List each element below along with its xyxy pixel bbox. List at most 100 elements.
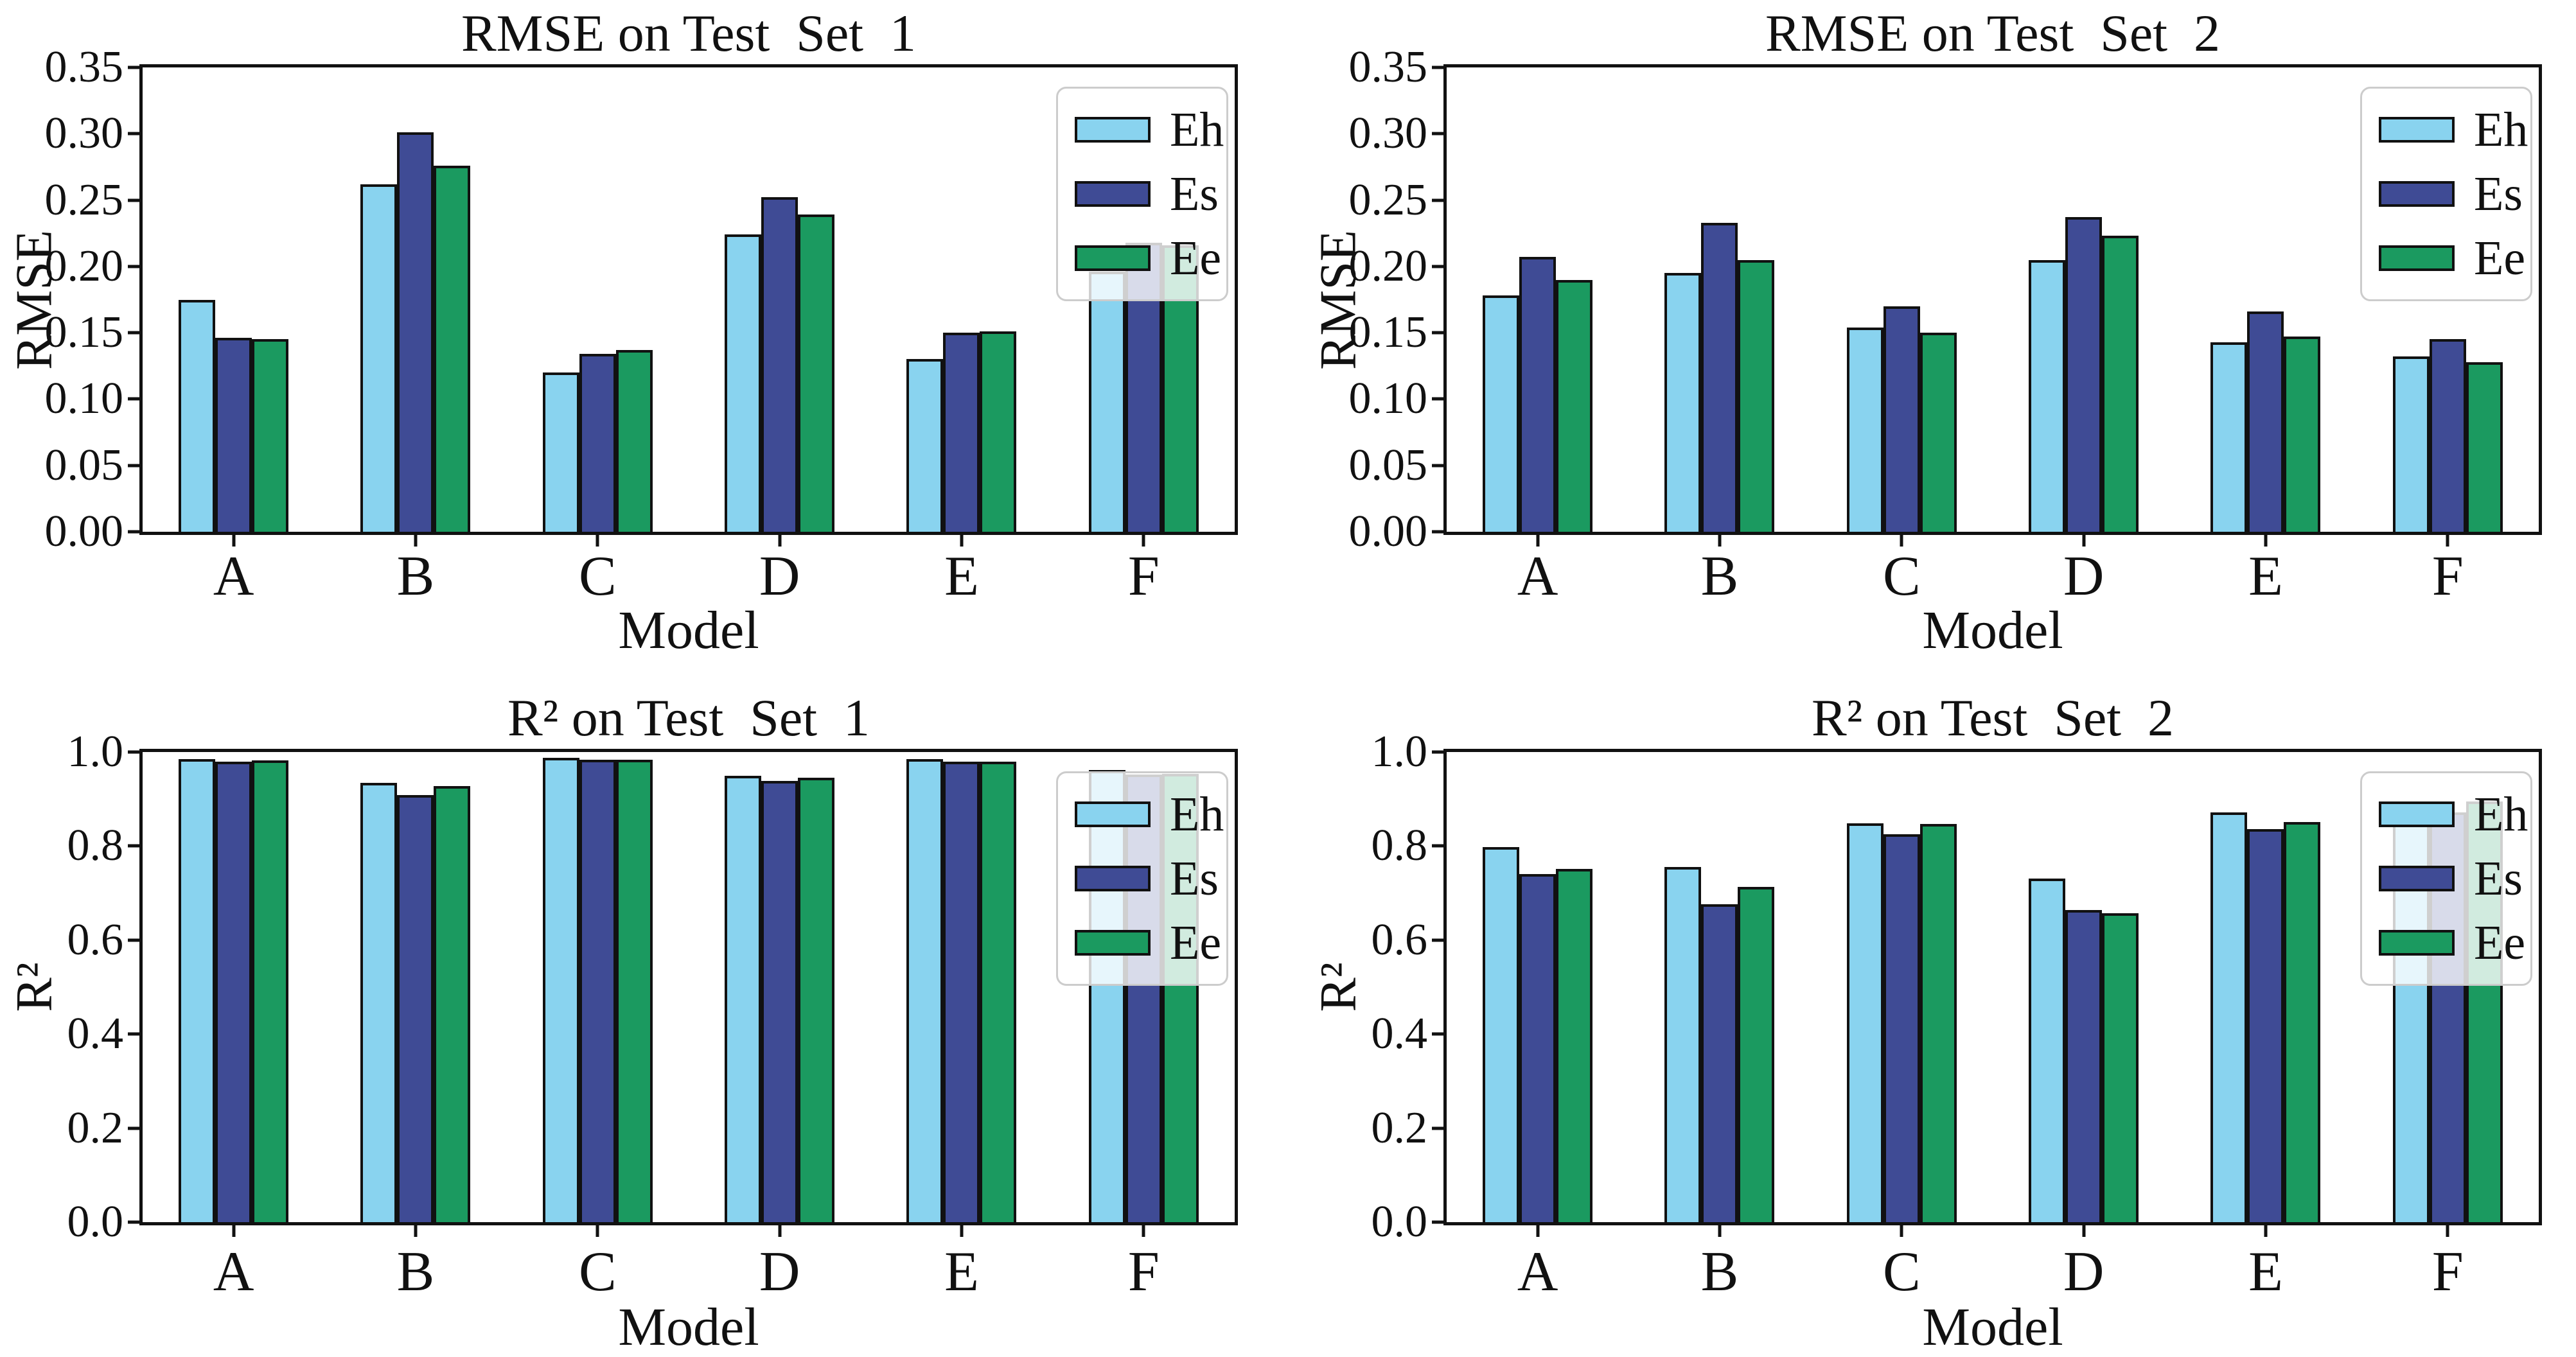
legend-swatch-es bbox=[1075, 866, 1151, 891]
x-tick-mark bbox=[778, 535, 782, 547]
x-axis-label: Model bbox=[618, 1297, 759, 1357]
legend-item-es: Es bbox=[2379, 170, 2530, 218]
y-tick-mark bbox=[128, 750, 139, 754]
bar-group-c bbox=[1811, 752, 1993, 1222]
y-tick-label: 0.15 bbox=[44, 308, 124, 358]
y-tick-mark bbox=[128, 844, 139, 848]
bar-eh-c bbox=[542, 372, 579, 532]
bar-eh-a bbox=[1483, 846, 1520, 1222]
bar-ee-b bbox=[434, 785, 471, 1222]
y-tick-label: 0.2 bbox=[67, 1103, 124, 1153]
x-tick-mark bbox=[1900, 1225, 1903, 1237]
x-tick-mark bbox=[2082, 535, 2086, 547]
x-tick-mark bbox=[960, 535, 964, 547]
bar-ee-e bbox=[2284, 337, 2321, 532]
x-tick-label-f: F bbox=[1127, 545, 1160, 608]
x-tick-mark bbox=[2264, 1225, 2268, 1237]
bar-eh-f bbox=[2392, 356, 2430, 532]
bar-ee-d bbox=[798, 777, 835, 1222]
x-tick-mark bbox=[414, 535, 418, 547]
bar-ee-c bbox=[615, 760, 653, 1222]
figure-canvas: { "figure": { "background": "#ffffff" },… bbox=[6, 5, 2542, 1354]
bar-ee-c bbox=[1919, 333, 1957, 532]
bar-eh-c bbox=[1846, 823, 1883, 1222]
legend-item-ee: Ee bbox=[2379, 234, 2530, 283]
y-tick-label: 0.00 bbox=[44, 507, 124, 556]
y-tick-mark bbox=[1432, 265, 1443, 268]
bar-eh-a bbox=[179, 299, 216, 532]
y-tick-label: 0.25 bbox=[44, 175, 124, 225]
legend-label-ee: Ee bbox=[1170, 916, 1222, 970]
legend-item-ee: Ee bbox=[2379, 918, 2530, 967]
bar-eh-d bbox=[725, 775, 762, 1222]
subplot-rmse-test-set-2: RMSE on Test Set 2 RMSE Model Eh Es Ee 0… bbox=[1310, 5, 2542, 658]
legend-swatch-ee bbox=[2379, 245, 2455, 271]
x-tick-mark bbox=[1718, 1225, 1722, 1237]
bar-ee-e bbox=[980, 761, 1017, 1222]
y-tick-label: 0.4 bbox=[1371, 1009, 1428, 1059]
bar-es-e bbox=[943, 762, 980, 1222]
x-tick-label-a: A bbox=[1517, 545, 1558, 608]
x-tick-mark bbox=[960, 1225, 964, 1237]
y-tick-mark bbox=[128, 397, 139, 401]
y-tick-mark bbox=[1432, 66, 1443, 69]
legend-label-es: Es bbox=[2474, 852, 2523, 906]
y-tick-label: 0.8 bbox=[67, 821, 124, 871]
x-tick-label-e: E bbox=[944, 545, 979, 608]
x-tick-mark bbox=[232, 535, 236, 547]
y-tick-mark bbox=[128, 938, 139, 942]
bar-group-d bbox=[689, 752, 870, 1222]
y-tick-mark bbox=[1432, 331, 1443, 335]
legend-item-ee: Ee bbox=[1075, 234, 1226, 283]
y-tick-mark bbox=[128, 1126, 139, 1130]
bar-ee-e bbox=[2284, 822, 2321, 1222]
y-tick-label: 0.0 bbox=[67, 1197, 124, 1247]
y-tick-mark bbox=[128, 1220, 139, 1224]
bar-es-a bbox=[1519, 874, 1557, 1222]
bar-group-a bbox=[1447, 67, 1628, 532]
legend: Eh Es Ee bbox=[1056, 87, 1228, 301]
axes: R² on Test Set 2 R² Model Eh Es Ee 1.0 0.… bbox=[1310, 690, 2542, 1354]
legend-swatch-ee bbox=[1075, 930, 1151, 956]
y-tick-label: 0.2 bbox=[1371, 1103, 1428, 1153]
bar-es-e bbox=[2247, 829, 2284, 1222]
legend-item-es: Es bbox=[1075, 854, 1226, 903]
subplot-rmse-test-set-1: RMSE on Test Set 1 RMSE Model Eh Es Ee 0… bbox=[6, 5, 1238, 658]
axes: RMSE on Test Set 2 RMSE Model Eh Es Ee 0… bbox=[1310, 5, 2542, 658]
legend-swatch-es bbox=[2379, 181, 2455, 207]
bar-es-f bbox=[2429, 339, 2466, 532]
axes: R² on Test Set 1 R² Model Eh Es Ee 1.0 0.… bbox=[6, 690, 1238, 1354]
y-tick-label: 0.20 bbox=[44, 241, 124, 291]
bar-eh-c bbox=[1846, 327, 1883, 532]
y-tick-mark bbox=[1432, 1220, 1443, 1224]
y-tick-mark bbox=[128, 530, 139, 534]
bar-group-e bbox=[2175, 67, 2356, 532]
bar-ee-c bbox=[615, 350, 653, 532]
bar-group-c bbox=[1811, 67, 1993, 532]
y-tick-label: 0.20 bbox=[1348, 241, 1428, 291]
x-tick-label-f: F bbox=[2431, 1241, 2464, 1303]
bar-eh-b bbox=[360, 184, 398, 532]
bar-ee-d bbox=[2102, 913, 2139, 1222]
legend-label-eh: Eh bbox=[2474, 787, 2528, 841]
y-tick-mark bbox=[1432, 1126, 1443, 1130]
legend-item-eh: Eh bbox=[1075, 105, 1226, 154]
bar-eh-e bbox=[906, 359, 944, 532]
y-tick-label: 0.30 bbox=[1348, 109, 1428, 159]
legend-label-eh: Eh bbox=[2474, 103, 2528, 157]
x-tick-label-b: B bbox=[396, 545, 435, 608]
x-tick-label-b: B bbox=[1700, 1241, 1739, 1303]
bar-group-a bbox=[1447, 752, 1628, 1222]
bar-group-b bbox=[1628, 67, 1810, 532]
legend-swatch-es bbox=[2379, 866, 2455, 891]
bar-eh-d bbox=[2029, 259, 2066, 532]
bar-ee-a bbox=[1556, 869, 1593, 1222]
x-tick-label-e: E bbox=[944, 1241, 979, 1303]
y-tick-mark bbox=[1432, 1032, 1443, 1036]
y-tick-mark bbox=[1432, 464, 1443, 468]
bar-eh-e bbox=[906, 758, 944, 1222]
bar-group-b bbox=[1628, 752, 1810, 1222]
y-tick-label: 0.8 bbox=[1371, 821, 1428, 871]
bar-group-d bbox=[689, 67, 870, 532]
bar-es-b bbox=[397, 794, 434, 1222]
